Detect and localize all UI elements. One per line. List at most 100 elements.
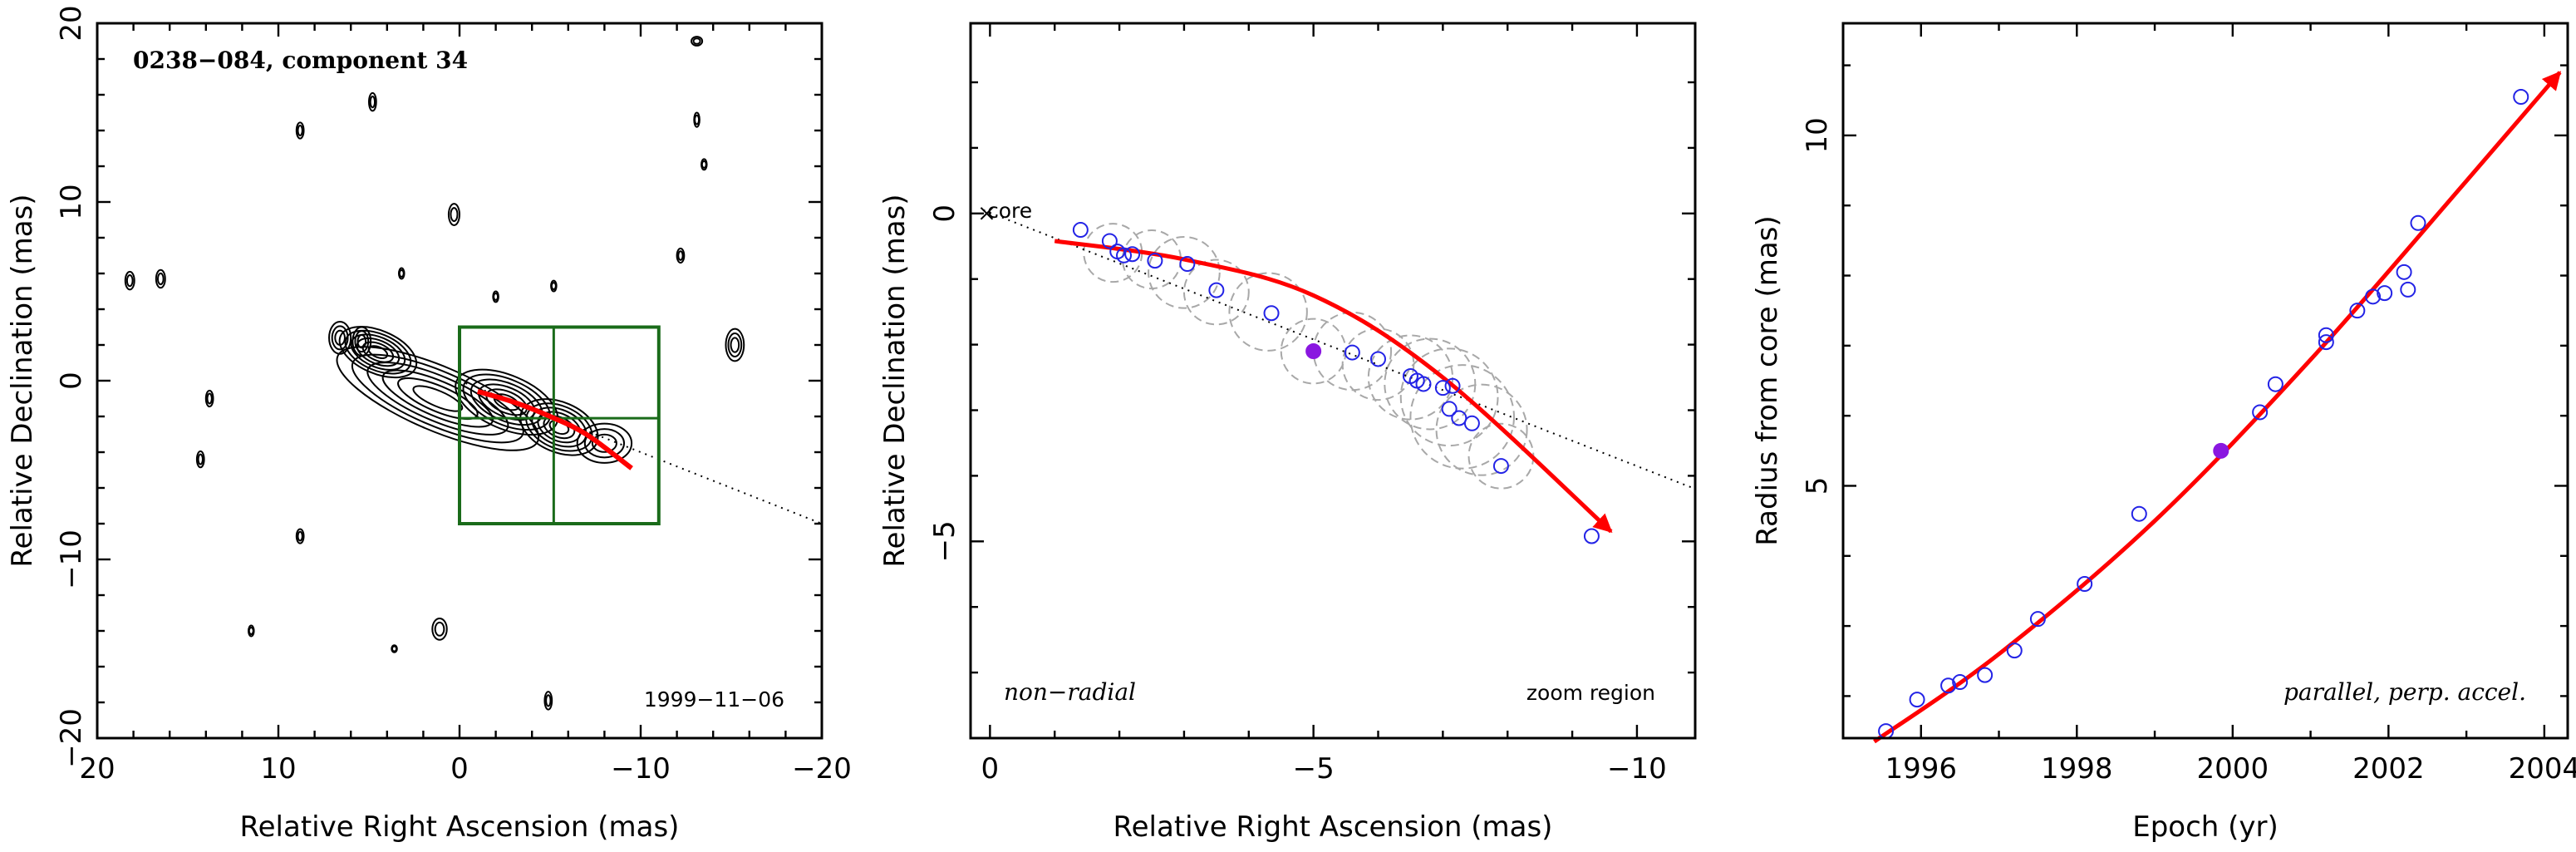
contour-line — [462, 373, 551, 431]
contour-line — [156, 272, 165, 286]
contour-line — [328, 321, 352, 355]
data-point — [2377, 285, 2393, 302]
contour-line — [725, 328, 745, 362]
data-point — [1492, 458, 1509, 475]
contour-line — [368, 91, 377, 112]
trajectory-curve — [1054, 239, 1613, 534]
x-tick-label: −20 — [792, 752, 852, 786]
contour-line — [155, 268, 166, 289]
uncertainty-circle — [1312, 311, 1393, 392]
contour-line — [334, 329, 346, 346]
contour-line — [391, 645, 398, 653]
data-point — [2400, 281, 2416, 298]
data-point — [2365, 288, 2382, 305]
data-point — [1124, 246, 1141, 263]
data-point — [1370, 351, 1386, 367]
uncertainty-circle — [1409, 364, 1515, 470]
x-tick-label: 1996 — [1885, 752, 1957, 786]
contour-line — [124, 270, 135, 291]
contour-line — [701, 160, 707, 169]
panel-radius-marks — [1873, 71, 2562, 744]
x-tick-label: 1998 — [2041, 752, 2113, 786]
contour-line — [297, 125, 303, 136]
data-point — [2513, 89, 2529, 106]
contour-line — [431, 617, 448, 641]
data-point — [1441, 401, 1458, 417]
contour-line — [543, 691, 553, 711]
contour-line — [493, 292, 499, 301]
data-point — [2006, 643, 2023, 659]
data-point — [1179, 256, 1196, 273]
uncertainty-circle — [1083, 223, 1143, 283]
data-point — [1116, 247, 1133, 263]
x-tick-label: −10 — [1607, 752, 1667, 786]
y-tick-label: 0 — [55, 372, 88, 390]
x-axis-label: Relative Right Ascension (mas) — [1113, 810, 1553, 844]
data-point — [1451, 410, 1467, 426]
contour-line — [354, 330, 370, 353]
contour-line — [730, 337, 740, 353]
trajectory-curve — [476, 389, 633, 470]
uncertainty-circle — [1435, 383, 1528, 476]
data-point — [1444, 377, 1461, 394]
y-axis-label: Relative Declination (mas) — [6, 194, 39, 567]
contour-line — [204, 389, 214, 408]
data-point — [1463, 415, 1480, 431]
x-axis-label: Relative Right Ascension (mas) — [240, 810, 680, 844]
data-point — [2349, 303, 2366, 319]
uncertainty-circle — [1399, 347, 1499, 447]
uncertainty-circle — [1228, 272, 1308, 352]
contour-line — [295, 121, 305, 140]
panel-contour-marks — [458, 325, 823, 525]
contour-line — [694, 114, 701, 126]
y-tick-label: 10 — [55, 184, 88, 219]
contour-line — [447, 203, 461, 226]
fit-curve — [1873, 71, 2562, 744]
data-point — [1101, 233, 1118, 249]
x-tick-label: 20 — [79, 752, 115, 786]
data-point — [1940, 677, 1957, 694]
contour-line — [591, 433, 617, 453]
data-point — [1977, 667, 1993, 683]
y-tick-label: −20 — [55, 708, 88, 768]
data-point — [1415, 376, 1432, 392]
axis-ticks: 20 10 0 −10 −20 −20 −10 0 10 20 — [55, 5, 852, 786]
data-point — [1263, 305, 1280, 322]
uncertainty-circle — [1182, 259, 1250, 326]
uncertainty-circle — [1384, 337, 1477, 431]
panel-zoom-region: 0 −5 −10 −5 0 core non−radial zoom region Re… — [878, 22, 1697, 844]
contour-line — [525, 402, 593, 452]
zoom-region-note: zoom region — [1526, 681, 1655, 705]
x-tick-label: −5 — [1293, 752, 1335, 786]
contour-line — [412, 385, 464, 412]
y-axis-label: Radius from core (mas) — [1751, 215, 1784, 545]
non-radial-note: non−radial — [1004, 678, 1136, 706]
data-point — [1208, 282, 1225, 298]
x-tick-label: −10 — [611, 752, 671, 786]
contour-line — [692, 37, 701, 45]
contour-line — [677, 250, 684, 261]
contour-line — [361, 341, 395, 363]
y-tick-label: −10 — [55, 529, 88, 589]
data-point — [1434, 380, 1451, 396]
contour-line — [248, 627, 254, 635]
x-axis-label: Epoch (yr) — [2132, 810, 2279, 844]
x-tick-label: 0 — [981, 752, 1000, 786]
y-tick-label: 20 — [55, 5, 88, 41]
contour-line — [344, 329, 412, 375]
core-label: core — [987, 199, 1032, 223]
plot-frame — [969, 22, 1697, 740]
data-point — [2252, 404, 2269, 421]
y-axis-label: Relative Declination (mas) — [878, 194, 912, 567]
y-tick-label: 10 — [1801, 117, 1834, 153]
jet-axis-line — [983, 209, 1696, 490]
contour-line — [338, 326, 418, 379]
contour-line — [197, 453, 204, 465]
uncertainty-circle — [1341, 328, 1415, 401]
panel-contour-map: 20 10 0 −10 −20 −20 −10 0 10 20 0238−084, compone… — [6, 5, 852, 844]
panel-title: 0238−084, component 34 — [133, 47, 468, 74]
axis-ticks: 0 −5 −10 −5 0 — [928, 23, 1695, 786]
contour-line — [676, 247, 686, 264]
contour-line — [550, 282, 557, 291]
data-point — [2077, 576, 2093, 593]
